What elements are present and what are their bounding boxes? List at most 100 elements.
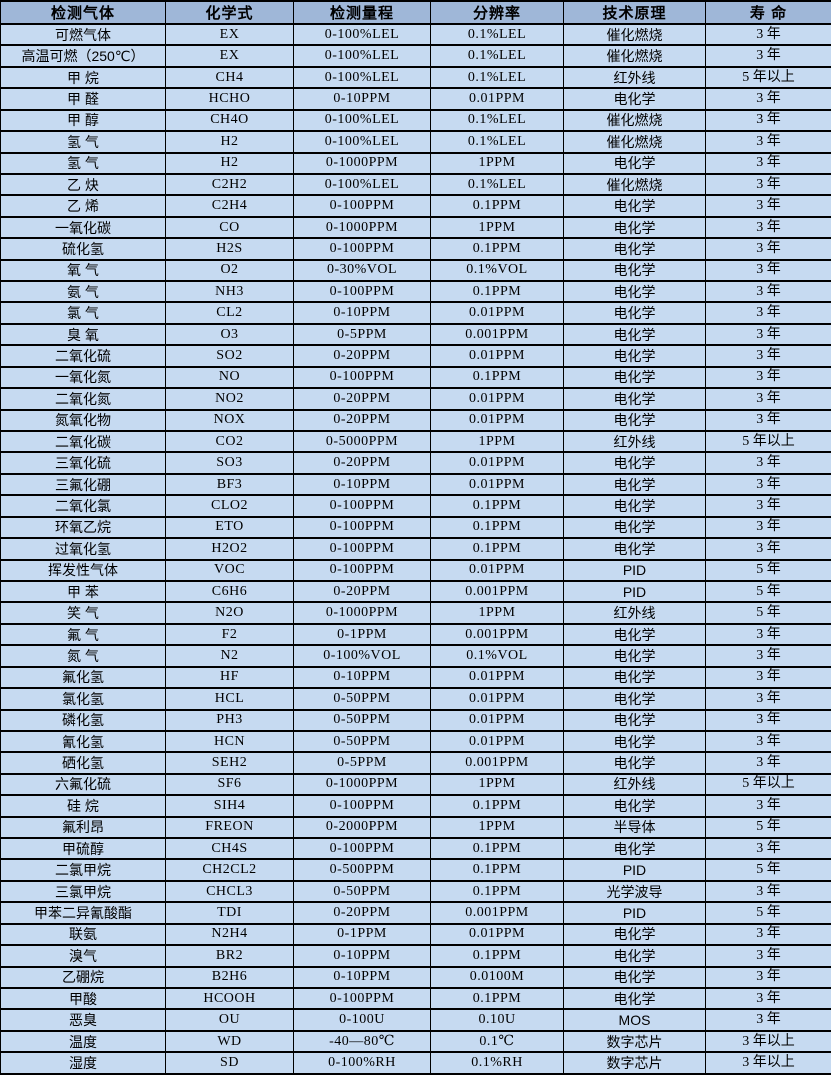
cell-gas-name: 氯化氢 — [0, 687, 166, 711]
cell-formula: CH4 — [165, 65, 294, 90]
table-row: 温度 WD -40—80℃ 0.1℃ 数字芯片 3 年以上 — [0, 1029, 831, 1054]
gas-spec-table-body: 可燃气体 EX 0-100%LEL 0.1%LEL 催化燃烧 3 年高温可燃（250℃） E… — [0, 22, 831, 1075]
cell-principle: 电化学 — [563, 944, 706, 968]
cell-range: 0-50PPM — [293, 708, 431, 732]
table-row: 氧 气 O2 0-30%VOL 0.1%VOL 电化学 3 年 — [0, 258, 831, 283]
header-row: 检测气体 化学式 检测量程 分辨率 技术原理寿 命 — [0, 0, 831, 25]
table-row: 甲酸 HCOOH 0-100PPM 0.1PPM 电化学 3 年 — [0, 986, 831, 1011]
cell-formula: CHCL3 — [165, 879, 294, 904]
cell-formula: NOX — [165, 408, 294, 433]
cell-lifespan: 3 年 — [705, 22, 831, 47]
cell-principle: PID — [563, 901, 706, 925]
cell-lifespan: 3 年 — [705, 708, 831, 732]
cell-gas-name: 三氯甲烷 — [0, 879, 166, 904]
cell-formula: H2O2 — [165, 537, 294, 561]
cell-lifespan: 3 年 — [705, 837, 831, 861]
cell-gas-name: 氯 气 — [0, 301, 166, 325]
cell-principle: 光学波导 — [563, 879, 706, 904]
cell-principle: 催化燃烧 — [563, 44, 706, 68]
cell-formula: N2O — [165, 601, 294, 625]
cell-range: 0-100PPM — [293, 558, 431, 582]
cell-resolution: 0.1PPM — [430, 837, 564, 861]
cell-range: 0-100PPM — [293, 986, 431, 1011]
cell-gas-name: 甲 烷 — [0, 65, 166, 90]
cell-principle: 电化学 — [563, 87, 706, 111]
cell-gas-name: 甲 醛 — [0, 87, 166, 111]
table-row: 甲 烷 CH4 0-100%LEL 0.1%LEL 红外线 5 年以上 — [0, 65, 831, 90]
cell-lifespan: 3 年 — [705, 258, 831, 283]
cell-principle: 电化学 — [563, 194, 706, 218]
cell-resolution: 0.01PPM — [430, 708, 564, 732]
cell-resolution: 0.1PPM — [430, 365, 564, 390]
cell-resolution: 0.1PPM — [430, 194, 564, 218]
table-row: 硒化氢 SEH2 0-5PPM 0.001PPM 电化学 3 年 — [0, 751, 831, 775]
cell-range: 0-100PPM — [293, 494, 431, 518]
cell-lifespan: 3 年 — [705, 944, 831, 968]
cell-formula: SIH4 — [165, 794, 294, 818]
cell-range: 0-10PPM — [293, 944, 431, 968]
cell-resolution: 0.1PPM — [430, 794, 564, 818]
cell-formula: CO — [165, 215, 294, 240]
cell-lifespan: 5 年以上 — [705, 772, 831, 797]
cell-gas-name: 臭 氧 — [0, 322, 166, 347]
cell-range: 0-500PPM — [293, 858, 431, 882]
table-row: 硫化氢 H2S 0-100PPM 0.1PPM 电化学 3 年 — [0, 237, 831, 261]
table-row: 甲 苯 C6H6 0-20PPM 0.001PPM PID 5 年 — [0, 579, 831, 604]
cell-resolution: 0.1PPM — [430, 944, 564, 968]
cell-formula: HCN — [165, 729, 294, 754]
cell-gas-name: 二氯甲烷 — [0, 858, 166, 882]
cell-range: 0-50PPM — [293, 879, 431, 904]
table-row: 硅 烷 SIH4 0-100PPM 0.1PPM 电化学 3 年 — [0, 794, 831, 818]
cell-resolution: 0.1%LEL — [430, 108, 564, 133]
cell-resolution: 0.1PPM — [430, 280, 564, 304]
cell-range: 0-1PPM — [293, 622, 431, 647]
table-row: 过氧化氢 H2O2 0-100PPM 0.1PPM 电化学 3 年 — [0, 537, 831, 561]
cell-principle: 数字芯片 — [563, 1029, 706, 1054]
cell-gas-name: 可燃气体 — [0, 22, 166, 47]
cell-range: 0-1000PPM — [293, 772, 431, 797]
cell-lifespan: 5 年 — [705, 858, 831, 882]
cell-resolution: 0.1PPM — [430, 986, 564, 1011]
cell-gas-name: 甲 醇 — [0, 108, 166, 133]
cell-principle: PID — [563, 558, 706, 582]
table-row: 氢 气 H2 0-1000PPM 1PPM 电化学 3 年 — [0, 151, 831, 175]
cell-resolution: 0.01PPM — [430, 408, 564, 433]
cell-range: 0-1000PPM — [293, 601, 431, 625]
cell-resolution: 0.01PPM — [430, 344, 564, 368]
table-row: 一氧化氮 NO 0-100PPM 0.1PPM 电化学 3 年 — [0, 365, 831, 390]
cell-principle: 催化燃烧 — [563, 22, 706, 47]
cell-principle: 电化学 — [563, 280, 706, 304]
cell-range: 0-100PPM — [293, 280, 431, 304]
cell-gas-name: 甲 苯 — [0, 579, 166, 604]
cell-gas-name: 氟利昂 — [0, 815, 166, 840]
cell-lifespan: 3 年 — [705, 387, 831, 411]
cell-lifespan: 3 年 — [705, 344, 831, 368]
cell-lifespan: 3 年 — [705, 194, 831, 218]
cell-formula: SD — [165, 1051, 294, 1075]
cell-resolution: 0.1%VOL — [430, 644, 564, 668]
cell-formula: HCL — [165, 687, 294, 711]
table-row: 乙 炔 C2H2 0-100%LEL 0.1%LEL 催化燃烧 3 年 — [0, 172, 831, 197]
cell-resolution: 0.01PPM — [430, 687, 564, 711]
cell-resolution: 0.01PPM — [430, 301, 564, 325]
table-row: 甲苯二异氰酸酯 TDI 0-20PPM 0.001PPM PID 5 年 — [0, 901, 831, 925]
cell-resolution: 1PPM — [430, 772, 564, 797]
cell-lifespan: 3 年 — [705, 751, 831, 775]
cell-lifespan: 3 年 — [705, 301, 831, 325]
cell-range: 0-100PPM — [293, 837, 431, 861]
cell-principle: 电化学 — [563, 644, 706, 668]
cell-gas-name: 过氧化氢 — [0, 537, 166, 561]
cell-principle: 催化燃烧 — [563, 108, 706, 133]
cell-range: 0-10PPM — [293, 665, 431, 690]
cell-formula: VOC — [165, 558, 294, 582]
cell-principle: PID — [563, 579, 706, 604]
cell-resolution: 1PPM — [430, 815, 564, 840]
cell-range: 0-20PPM — [293, 579, 431, 604]
cell-gas-name: 温度 — [0, 1029, 166, 1054]
cell-lifespan: 3 年 — [705, 172, 831, 197]
cell-resolution: 0.01PPM — [430, 729, 564, 754]
cell-principle: 红外线 — [563, 429, 706, 454]
table-row: 氢 气 H2 0-100%LEL 0.1%LEL 催化燃烧 3 年 — [0, 130, 831, 154]
cell-formula: SEH2 — [165, 751, 294, 775]
